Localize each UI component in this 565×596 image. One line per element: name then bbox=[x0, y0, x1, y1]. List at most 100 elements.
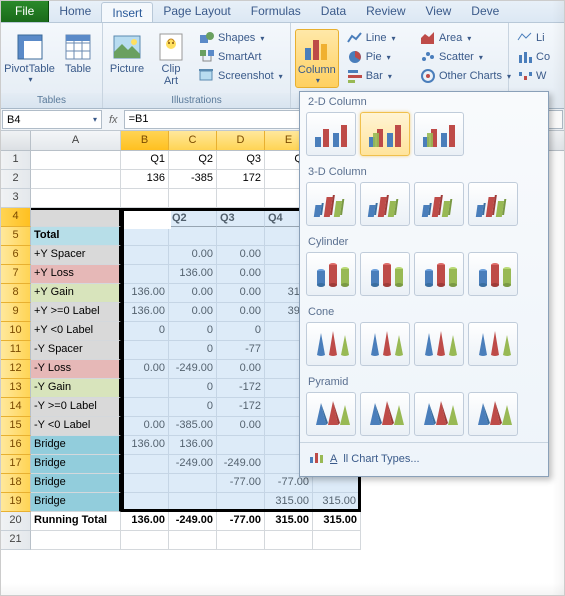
cell-A18[interactable]: Bridge bbox=[31, 474, 121, 493]
cell-B12[interactable]: 0.00 bbox=[121, 360, 169, 379]
chart-option-cone-0[interactable] bbox=[306, 322, 356, 366]
cell-B16[interactable]: 136.00 bbox=[121, 436, 169, 455]
chart-option-pyr-1[interactable] bbox=[360, 392, 410, 436]
cell-A10[interactable]: +Y <0 Label bbox=[31, 322, 121, 341]
name-box[interactable]: B4 ▾ bbox=[2, 110, 102, 129]
col-header-A[interactable]: A bbox=[31, 131, 121, 150]
cell-C12[interactable]: -249.00 bbox=[169, 360, 217, 379]
chart-option-bar2d-1[interactable] bbox=[360, 112, 410, 156]
cell-D2[interactable]: 172 bbox=[217, 170, 265, 189]
cell-A2[interactable] bbox=[31, 170, 121, 189]
cell-D18[interactable]: -77.00 bbox=[217, 474, 265, 493]
cell-A14[interactable]: -Y >=0 Label bbox=[31, 398, 121, 417]
pie-chart-button[interactable]: Pie▾ bbox=[343, 48, 412, 66]
tab-data[interactable]: Data bbox=[311, 1, 356, 22]
cell-D6[interactable]: 0.00 bbox=[217, 246, 265, 265]
col-header-B[interactable]: B bbox=[121, 131, 169, 150]
cell-A15[interactable]: -Y <0 Label bbox=[31, 417, 121, 436]
cell-A4[interactable] bbox=[31, 208, 121, 227]
row-header-1[interactable]: 1 bbox=[1, 151, 31, 170]
tab-formulas[interactable]: Formulas bbox=[241, 1, 311, 22]
row-header-8[interactable]: 8 bbox=[1, 284, 31, 303]
chart-option-cone-1[interactable] bbox=[360, 322, 410, 366]
cell-F20[interactable]: 315.00 bbox=[313, 512, 361, 531]
row-header-7[interactable]: 7 bbox=[1, 265, 31, 284]
tab-deve[interactable]: Deve bbox=[461, 1, 509, 22]
cell-B15[interactable]: 0.00 bbox=[121, 417, 169, 436]
cell-B8[interactable]: 136.00 bbox=[121, 284, 169, 303]
cell-A11[interactable]: -Y Spacer bbox=[31, 341, 121, 360]
chart-option-bar3d-0[interactable] bbox=[306, 182, 356, 226]
cell-A19[interactable]: Bridge bbox=[31, 493, 121, 512]
chart-option-bar3d-2[interactable] bbox=[414, 182, 464, 226]
cell-B18[interactable] bbox=[121, 474, 169, 493]
cell-D16[interactable] bbox=[217, 436, 265, 455]
tab-review[interactable]: Review bbox=[356, 1, 415, 22]
row-header-5[interactable]: 5 bbox=[1, 227, 31, 246]
cell-B21[interactable] bbox=[121, 531, 169, 550]
cell-C4[interactable]: Q2 bbox=[169, 208, 217, 227]
cell-D17[interactable]: -249.00 bbox=[217, 455, 265, 474]
cell-C17[interactable]: -249.00 bbox=[169, 455, 217, 474]
row-header-12[interactable]: 12 bbox=[1, 360, 31, 379]
cell-C15[interactable]: -385.00 bbox=[169, 417, 217, 436]
cell-D7[interactable]: 0.00 bbox=[217, 265, 265, 284]
row-header-18[interactable]: 18 bbox=[1, 474, 31, 493]
chart-option-cone-3[interactable] bbox=[468, 322, 518, 366]
cell-C14[interactable]: 0 bbox=[169, 398, 217, 417]
cell-B3[interactable] bbox=[121, 189, 169, 208]
row-header-3[interactable]: 3 bbox=[1, 189, 31, 208]
chart-option-cone-2[interactable] bbox=[414, 322, 464, 366]
cell-A13[interactable]: -Y Gain bbox=[31, 379, 121, 398]
cell-D15[interactable]: 0.00 bbox=[217, 417, 265, 436]
sparkline-line-button[interactable]: Li bbox=[513, 29, 554, 47]
cell-C18[interactable] bbox=[169, 474, 217, 493]
chart-option-bar3d-1[interactable] bbox=[360, 182, 410, 226]
cell-D14[interactable]: -172 bbox=[217, 398, 265, 417]
cell-C6[interactable]: 0.00 bbox=[169, 246, 217, 265]
cell-C10[interactable]: 0 bbox=[169, 322, 217, 341]
cell-C11[interactable]: 0 bbox=[169, 341, 217, 360]
row-header-20[interactable]: 20 bbox=[1, 512, 31, 531]
cell-E21[interactable] bbox=[265, 531, 313, 550]
row-header-4[interactable]: 4 bbox=[1, 208, 31, 227]
cell-D3[interactable] bbox=[217, 189, 265, 208]
cell-A21[interactable] bbox=[31, 531, 121, 550]
tab-view[interactable]: View bbox=[416, 1, 462, 22]
cell-A6[interactable]: +Y Spacer bbox=[31, 246, 121, 265]
row-header-6[interactable]: 6 bbox=[1, 246, 31, 265]
cell-D21[interactable] bbox=[217, 531, 265, 550]
file-tab[interactable]: File bbox=[1, 1, 49, 22]
cell-D19[interactable] bbox=[217, 493, 265, 512]
row-header-13[interactable]: 13 bbox=[1, 379, 31, 398]
cell-A8[interactable]: +Y Gain bbox=[31, 284, 121, 303]
pivottable-button[interactable]: PivotTable ▾ bbox=[5, 29, 54, 86]
tab-insert[interactable]: Insert bbox=[101, 2, 153, 22]
line-chart-button[interactable]: Line▾ bbox=[343, 29, 412, 47]
cell-B1[interactable]: Q1 bbox=[121, 151, 169, 170]
cell-D10[interactable]: 0 bbox=[217, 322, 265, 341]
cell-D12[interactable]: 0.00 bbox=[217, 360, 265, 379]
cell-B17[interactable] bbox=[121, 455, 169, 474]
picture-button[interactable]: Picture bbox=[107, 29, 147, 77]
row-header-15[interactable]: 15 bbox=[1, 417, 31, 436]
scatter-chart-button[interactable]: Scatter▾ bbox=[416, 48, 504, 66]
chart-option-bar2d-0[interactable] bbox=[306, 112, 356, 156]
col-header-C[interactable]: C bbox=[169, 131, 217, 150]
row-header-16[interactable]: 16 bbox=[1, 436, 31, 455]
cell-A7[interactable]: +Y Loss bbox=[31, 265, 121, 284]
cell-D13[interactable]: -172 bbox=[217, 379, 265, 398]
cell-D20[interactable]: -77.00 bbox=[217, 512, 265, 531]
other-charts-button[interactable]: Other Charts▾ bbox=[416, 67, 504, 85]
cell-A16[interactable]: Bridge bbox=[31, 436, 121, 455]
cell-B4[interactable]: Q1 bbox=[121, 208, 169, 227]
tab-page-layout[interactable]: Page Layout bbox=[153, 1, 240, 22]
area-chart-button[interactable]: Area▾ bbox=[416, 29, 504, 47]
cell-C9[interactable]: 0.00 bbox=[169, 303, 217, 322]
cell-E20[interactable]: 315.00 bbox=[265, 512, 313, 531]
cell-B20[interactable]: 136.00 bbox=[121, 512, 169, 531]
cell-D1[interactable]: Q3 bbox=[217, 151, 265, 170]
cell-E19[interactable]: 315.00 bbox=[265, 493, 313, 512]
row-header-19[interactable]: 19 bbox=[1, 493, 31, 512]
cell-C16[interactable]: 136.00 bbox=[169, 436, 217, 455]
